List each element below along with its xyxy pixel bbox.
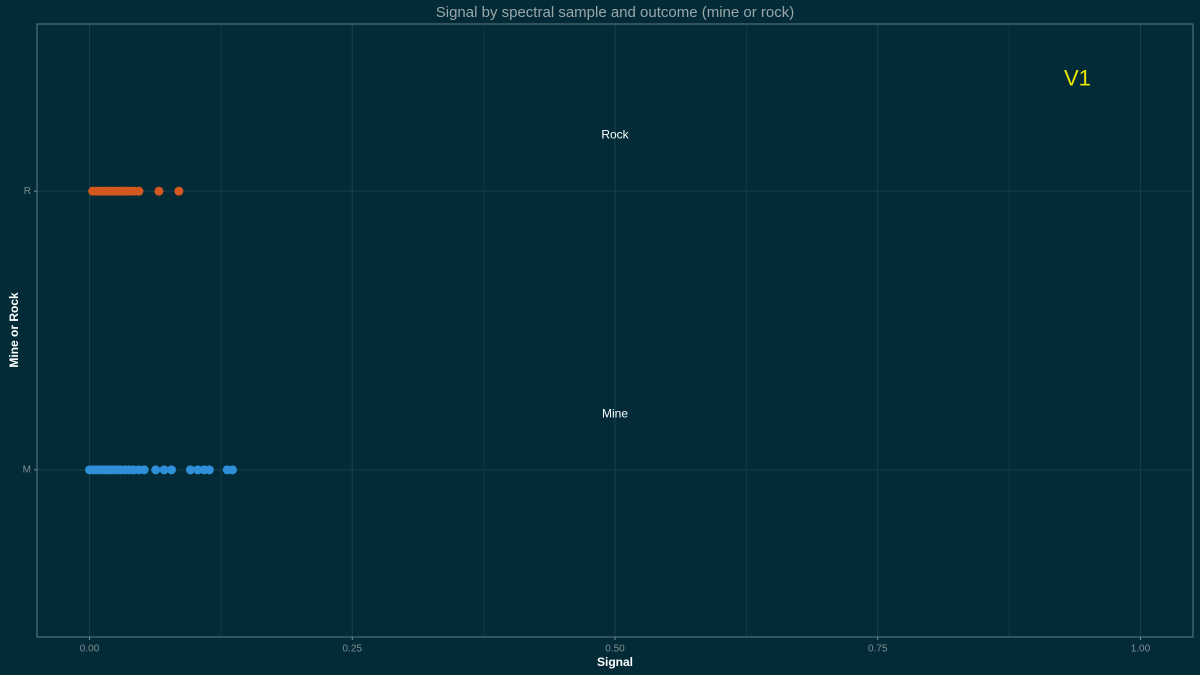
x-tick-label: 0.25 [343,644,363,655]
x-tick-label: 1.00 [1131,644,1151,655]
x-tick-label: 0.00 [80,644,100,655]
x-tick-label: 0.75 [868,644,888,655]
annotation: V1 [1064,66,1091,91]
point [185,465,195,475]
chart-title: Signal by spectral sample and outcome (m… [436,4,795,21]
y-tick-label: M [23,464,31,475]
plot-border [36,23,1194,638]
point [167,465,177,475]
x-tick-label: 0.50 [605,644,625,655]
x-axis-title: Signal [597,655,633,669]
point [154,186,164,196]
point [134,186,144,196]
point [227,465,237,475]
point [139,465,149,475]
point [204,465,214,475]
point [193,465,203,475]
point [151,465,161,475]
point [174,186,184,196]
annotation: Rock [601,128,629,142]
point [159,465,169,475]
y-tick-label: R [24,186,31,197]
annotation: Mine [602,406,628,420]
y-axis-title: Mine or Rock [7,292,21,368]
